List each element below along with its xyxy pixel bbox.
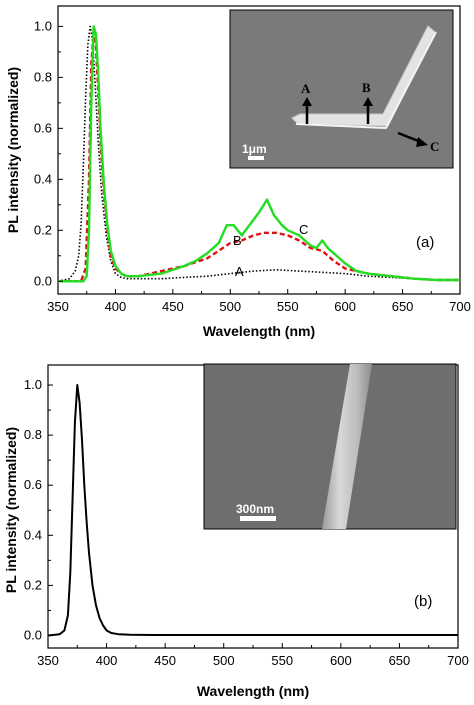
y-tick-label: 0.8 <box>34 69 52 84</box>
x-tick-label: 700 <box>449 299 471 314</box>
x-tick-label: 600 <box>330 653 352 668</box>
sem-marker-c: C <box>430 139 439 154</box>
panel-a-ticks: 350 400 450 500 550 600 650 700 0.0 0.2 0.4 0.6 0.8 1… <box>34 18 471 314</box>
y-tick-label: 0.2 <box>24 577 42 592</box>
panel-b-sem-inset: 300nm <box>203 363 457 530</box>
panel-b-label: (b) <box>414 593 432 610</box>
panel-b: 350 400 450 500 550 600 650 700 0.0 0.2 0.4 0.6 0.8 1… <box>3 363 469 699</box>
panel-a-label: (a) <box>416 234 434 251</box>
x-tick-label: 500 <box>219 299 241 314</box>
x-tick-label: 600 <box>334 299 356 314</box>
y-tick-label: 1.0 <box>34 18 52 33</box>
y-tick-label: 1.0 <box>24 377 42 392</box>
y-tick-label: 0.6 <box>24 477 42 492</box>
sem-inset-a-background <box>229 9 454 169</box>
curve-label-b: B <box>233 233 242 248</box>
x-tick-label: 450 <box>162 299 184 314</box>
series-line-c <box>58 25 460 283</box>
panel-b-ticks: 350 400 450 500 550 600 650 700 0.0 0.2 0.4 0.6 0.8 1… <box>24 377 469 668</box>
panel-b-ylabel: PL intensity (normalized) <box>3 427 19 593</box>
sem-marker-b: B <box>362 80 371 95</box>
panel-b-xlabel: Wavelength (nm) <box>197 683 309 699</box>
sem-marker-a: A <box>301 81 311 96</box>
y-tick-label: 0.8 <box>24 427 42 442</box>
x-tick-label: 450 <box>154 653 176 668</box>
nanowire-straight <box>322 364 372 529</box>
x-tick-label: 650 <box>392 299 414 314</box>
arrow-c <box>397 131 422 144</box>
y-tick-label: 0.0 <box>24 627 42 642</box>
x-tick-label: 400 <box>105 299 127 314</box>
nanowire-edge <box>295 31 437 130</box>
curve-label-c: C <box>299 222 308 237</box>
y-tick-label: 0.4 <box>34 171 52 186</box>
scale-bar-b-label: 300nm <box>236 502 274 516</box>
arrow-a-head <box>302 97 312 106</box>
panel-a-xlabel: Wavelength (nm) <box>203 323 315 339</box>
scale-bar-a <box>248 156 264 160</box>
x-tick-label: 700 <box>447 653 469 668</box>
x-tick-label: 550 <box>271 653 293 668</box>
panel-a-sem-inset: A B C 1μm <box>229 9 454 169</box>
scale-bar-a-label: 1μm <box>242 142 267 156</box>
panel-a: 350 400 450 500 550 600 650 700 0.0 0.2 0.4 0.6 0.8 1… <box>5 5 471 339</box>
curve-label-a: A <box>235 264 244 279</box>
x-tick-label: 500 <box>213 653 235 668</box>
y-tick-label: 0.2 <box>34 222 52 237</box>
x-tick-label: 650 <box>389 653 411 668</box>
series-line-a <box>58 25 460 283</box>
x-tick-label: 400 <box>96 653 118 668</box>
panel-b-series <box>48 384 458 637</box>
panel-a-series <box>58 25 460 283</box>
x-tick-label: 550 <box>277 299 299 314</box>
panel-a-ylabel: PL intensity (normalized) <box>5 67 21 233</box>
series-line-b-spectrum <box>48 384 458 637</box>
y-tick-label: 0.4 <box>24 527 42 542</box>
arrow-b-head <box>363 97 373 106</box>
y-tick-label: 0.0 <box>34 273 52 288</box>
y-tick-label: 0.6 <box>34 120 52 135</box>
x-tick-label: 350 <box>37 653 59 668</box>
x-tick-label: 350 <box>47 299 69 314</box>
arrow-c-head <box>416 137 428 147</box>
scale-bar-b <box>240 516 276 521</box>
